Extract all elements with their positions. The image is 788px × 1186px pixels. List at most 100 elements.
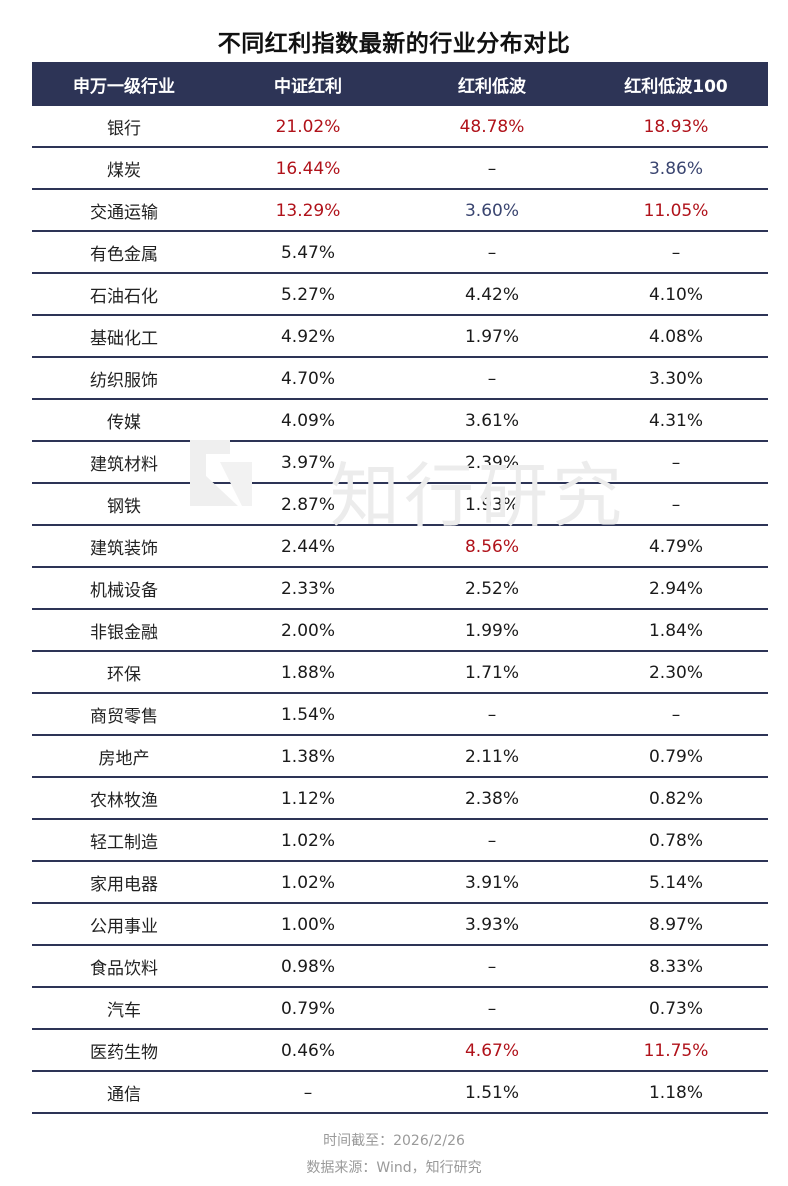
cell-industry: 建筑装饰	[90, 539, 158, 559]
cell-dividend-low-vol-100: 0.78%	[648, 830, 703, 851]
cell-csi-dividend: 13.29%	[275, 200, 341, 221]
header-csi-dividend: 中证红利	[274, 77, 342, 97]
cell-industry: 家用电器	[90, 875, 158, 895]
footer-source: 数据来源：Wind，知行研究	[306, 1160, 482, 1176]
table-row: 汽车 0.79% – 0.73%	[32, 988, 768, 1030]
cell-dividend-low-vol: 48.78%	[459, 116, 525, 137]
cell-dividend-low-vol: –	[487, 368, 497, 389]
cell-dividend-low-vol: 2.38%	[464, 788, 519, 809]
table-row: 家用电器 1.02% 3.91% 5.14%	[32, 862, 768, 904]
cell-dividend-low-vol: –	[487, 956, 497, 977]
cell-industry: 纺织服饰	[90, 371, 158, 391]
table-row: 非银金融 2.00% 1.99% 1.84%	[32, 610, 768, 652]
cell-csi-dividend: 5.47%	[280, 242, 335, 263]
cell-dividend-low-vol: 3.93%	[464, 914, 519, 935]
cell-industry: 基础化工	[90, 329, 158, 349]
cell-dividend-low-vol-100: 18.93%	[643, 116, 709, 137]
table-row: 传媒 4.09% 3.61% 4.31%	[32, 400, 768, 442]
table-row: 建筑材料 3.97% 2.39% –	[32, 442, 768, 484]
cell-csi-dividend: 2.00%	[280, 620, 335, 641]
cell-dividend-low-vol-100: 3.30%	[648, 368, 703, 389]
cell-csi-dividend: 4.09%	[280, 410, 335, 431]
cell-dividend-low-vol-100: 1.84%	[648, 620, 703, 641]
cell-csi-dividend: 1.02%	[280, 830, 335, 851]
cell-industry: 商贸零售	[90, 707, 158, 727]
cell-dividend-low-vol-100: –	[671, 452, 681, 473]
cell-dividend-low-vol: –	[487, 242, 497, 263]
cell-dividend-low-vol: 4.67%	[464, 1040, 519, 1061]
table-row: 医药生物 0.46% 4.67% 11.75%	[32, 1030, 768, 1072]
cell-csi-dividend: 3.97%	[280, 452, 335, 473]
table-row: 煤炭 16.44% – 3.86%	[32, 148, 768, 190]
table-row: 纺织服饰 4.70% – 3.30%	[32, 358, 768, 400]
cell-csi-dividend: 1.00%	[280, 914, 335, 935]
cell-csi-dividend: –	[303, 1082, 313, 1103]
industry-table: 申万一级行业 中证红利 红利低波 红利低波100 银行 21.02% 48.78% 1…	[32, 62, 768, 1114]
cell-industry: 轻工制造	[90, 833, 158, 853]
cell-dividend-low-vol: 1.99%	[464, 620, 519, 641]
cell-csi-dividend: 21.02%	[275, 116, 341, 137]
cell-industry: 煤炭	[107, 161, 141, 181]
cell-dividend-low-vol: –	[487, 158, 497, 179]
table-row: 有色金属 5.47% – –	[32, 232, 768, 274]
header-dividend-low-vol: 红利低波	[458, 77, 526, 97]
table-row: 食品饮料 0.98% – 8.33%	[32, 946, 768, 988]
cell-dividend-low-vol: 2.52%	[464, 578, 519, 599]
cell-industry: 通信	[107, 1085, 141, 1105]
table-row: 农林牧渔 1.12% 2.38% 0.82%	[32, 778, 768, 820]
cell-dividend-low-vol: 1.97%	[464, 326, 519, 347]
table-header-row: 申万一级行业 中证红利 红利低波 红利低波100	[32, 62, 768, 106]
table-body: 银行 21.02% 48.78% 18.93% 煤炭 16.44% – 3.86% 交通运输 13…	[32, 106, 768, 1114]
cell-csi-dividend: 1.38%	[280, 746, 335, 767]
cell-dividend-low-vol-100: 4.79%	[648, 536, 703, 557]
cell-dividend-low-vol-100: 8.97%	[648, 914, 703, 935]
cell-csi-dividend: 2.87%	[280, 494, 335, 515]
cell-industry: 有色金属	[90, 245, 158, 265]
cell-dividend-low-vol-100: 1.18%	[648, 1082, 703, 1103]
cell-csi-dividend: 1.02%	[280, 872, 335, 893]
cell-csi-dividend: 0.46%	[280, 1040, 335, 1061]
cell-dividend-low-vol-100: –	[671, 494, 681, 515]
cell-dividend-low-vol: 1.51%	[464, 1082, 519, 1103]
table-row: 交通运输 13.29% 3.60% 11.05%	[32, 190, 768, 232]
cell-industry: 钢铁	[107, 497, 141, 517]
cell-dividend-low-vol: –	[487, 998, 497, 1019]
table-row: 石油石化 5.27% 4.42% 4.10%	[32, 274, 768, 316]
table-row: 银行 21.02% 48.78% 18.93%	[32, 106, 768, 148]
cell-csi-dividend: 16.44%	[275, 158, 341, 179]
cell-industry: 汽车	[107, 1001, 141, 1021]
cell-industry: 医药生物	[90, 1043, 158, 1063]
table-row: 钢铁 2.87% 1.93% –	[32, 484, 768, 526]
cell-dividend-low-vol: 2.39%	[464, 452, 519, 473]
cell-dividend-low-vol: 3.91%	[464, 872, 519, 893]
cell-dividend-low-vol-100: 0.73%	[648, 998, 703, 1019]
cell-csi-dividend: 1.88%	[280, 662, 335, 683]
cell-dividend-low-vol-100: 4.31%	[648, 410, 703, 431]
cell-industry: 环保	[107, 665, 141, 685]
cell-csi-dividend: 1.54%	[280, 704, 335, 725]
cell-dividend-low-vol-100: 2.30%	[648, 662, 703, 683]
cell-dividend-low-vol: 1.71%	[464, 662, 519, 683]
cell-industry: 建筑材料	[90, 455, 158, 475]
table-row: 建筑装饰 2.44% 8.56% 4.79%	[32, 526, 768, 568]
cell-csi-dividend: 4.70%	[280, 368, 335, 389]
table-row: 商贸零售 1.54% – –	[32, 694, 768, 736]
cell-dividend-low-vol-100: 5.14%	[648, 872, 703, 893]
cell-industry: 银行	[107, 119, 141, 139]
cell-csi-dividend: 2.44%	[280, 536, 335, 557]
header-dividend-low-vol-100: 红利低波100	[624, 77, 728, 97]
table-row: 轻工制造 1.02% – 0.78%	[32, 820, 768, 862]
cell-dividend-low-vol: –	[487, 830, 497, 851]
cell-industry: 机械设备	[90, 581, 158, 601]
cell-csi-dividend: 0.79%	[280, 998, 335, 1019]
cell-dividend-low-vol: 3.60%	[464, 200, 519, 221]
cell-dividend-low-vol-100: 2.94%	[648, 578, 703, 599]
cell-industry: 交通运输	[90, 203, 158, 223]
cell-industry: 传媒	[107, 413, 141, 433]
page-title: 不同红利指数最新的行业分布对比	[217, 31, 571, 57]
cell-dividend-low-vol-100: 0.79%	[648, 746, 703, 767]
cell-industry: 食品饮料	[90, 959, 158, 979]
cell-csi-dividend: 4.92%	[280, 326, 335, 347]
cell-dividend-low-vol-100: 8.33%	[648, 956, 703, 977]
cell-industry: 非银金融	[90, 623, 158, 643]
